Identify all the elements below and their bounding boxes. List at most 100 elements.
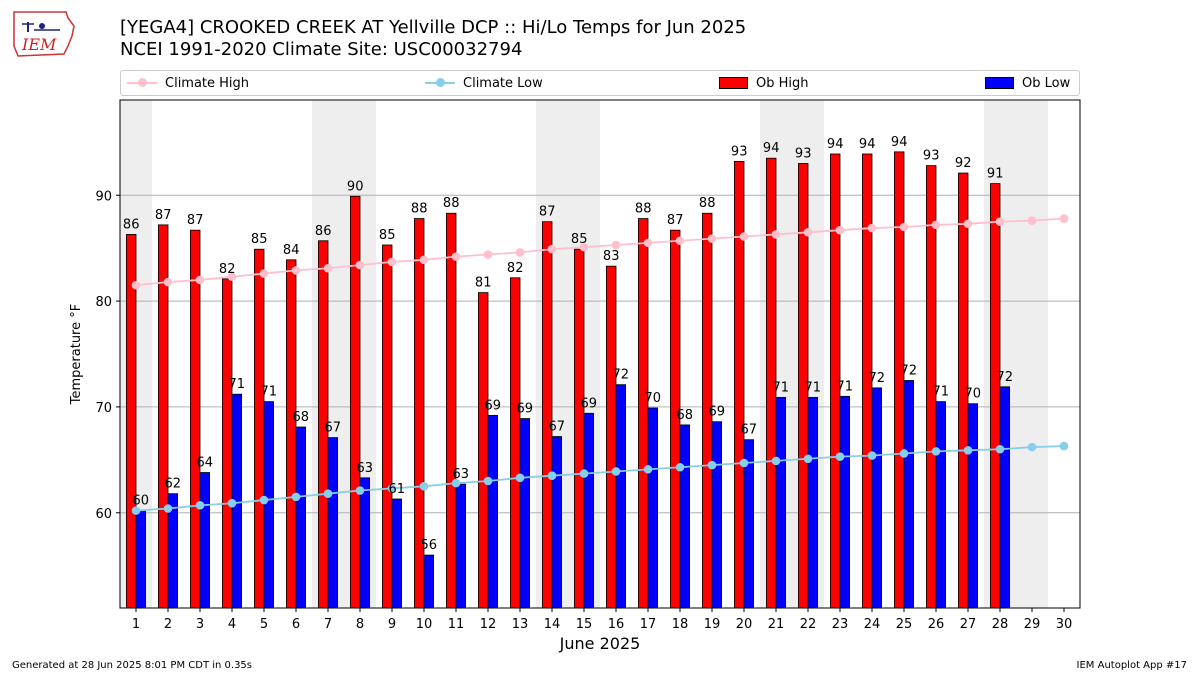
climate-high-point (131, 280, 141, 290)
climate-low-point (579, 469, 589, 478)
ob-low-label: 69 (485, 398, 502, 413)
legend-item-climate-high: Climate High (127, 71, 249, 95)
x-tick-label: 13 (512, 617, 529, 632)
ob-low-bar (295, 426, 307, 609)
ob-high-bar (574, 248, 585, 609)
ob-low-bar (679, 424, 691, 609)
climate-low-point (355, 486, 365, 495)
climate-high-point (1059, 214, 1069, 223)
x-tick-label: 16 (608, 617, 625, 632)
ob-high-label: 93 (923, 149, 940, 164)
x-tick-label: 28 (992, 617, 1009, 632)
ob-low-bar (775, 396, 787, 609)
climate-low-point (995, 444, 1005, 454)
ob-low-label: 72 (997, 370, 1014, 385)
ob-low-bar (935, 401, 947, 609)
ob-low-label: 72 (901, 363, 918, 378)
ob-high-bar (189, 229, 201, 609)
ob-low-label: 68 (293, 410, 310, 425)
x-tick-label: 2 (164, 617, 172, 632)
ob-low-bar (583, 412, 595, 609)
climate-high-point (867, 223, 877, 233)
ob-high-label: 82 (507, 261, 524, 276)
ob-high-label: 90 (347, 179, 364, 194)
ob-high-label: 88 (411, 202, 428, 217)
x-tick-label: 3 (196, 617, 204, 632)
climate-low-point (547, 471, 557, 481)
climate-high-point (739, 232, 749, 241)
x-tick-label: 9 (388, 617, 396, 632)
y-tick-label: 60 (95, 507, 112, 522)
climate-low-point (611, 467, 621, 476)
climate-low-point (675, 462, 685, 472)
chart-legend: Climate High Climate Low Ob High Ob Low (120, 70, 1080, 96)
ob-high-label: 88 (699, 196, 716, 211)
ob-low-bar (871, 387, 883, 609)
y-tick-label: 90 (95, 189, 112, 204)
x-tick-label: 20 (736, 617, 753, 632)
climate-low-point (451, 478, 461, 488)
legend-label: Climate High (165, 75, 250, 91)
ob-low-bar (967, 403, 979, 609)
ob-low-label: 69 (581, 396, 598, 411)
climate-high-point (163, 277, 173, 287)
ob-low-label: 70 (645, 391, 662, 406)
ob-high-label: 87 (667, 213, 684, 228)
x-tick-label: 7 (324, 617, 332, 632)
x-tick-label: 21 (768, 617, 785, 632)
ob-high-label: 92 (955, 156, 972, 171)
climate-high-point (835, 225, 845, 235)
climate-high-point (451, 252, 461, 261)
ob-high-label: 85 (251, 232, 268, 247)
climate-low-point (195, 501, 205, 510)
ob-low-label: 71 (837, 379, 854, 394)
ob-low-bar (455, 483, 467, 609)
climate-low-point (291, 492, 301, 502)
ob-low-label: 72 (613, 368, 630, 383)
ob-high-bar (477, 292, 489, 609)
ob-high-label: 88 (443, 196, 460, 211)
climate-high-point (387, 257, 397, 267)
ob-high-bar (285, 259, 297, 609)
climate-high-point (643, 238, 653, 248)
climate-high-point (227, 272, 237, 282)
climate-low-point (1059, 441, 1069, 451)
y-axis-label: Temperature °F (69, 304, 84, 405)
plot-frame (119, 99, 1081, 609)
legend-item-climate-low: Climate Low (425, 71, 543, 95)
ob-low-label: 68 (677, 408, 694, 423)
logo-text: IEM (21, 35, 57, 54)
x-tick-label: 10 (416, 617, 433, 632)
ob-high-bar (894, 151, 905, 609)
x-tick-label: 4 (228, 617, 236, 632)
legend-label: Ob High (756, 75, 809, 91)
ob-high-label: 83 (603, 249, 620, 264)
climate-high-point (579, 242, 589, 252)
x-tick-label: 17 (640, 617, 657, 632)
ob-high-label: 88 (635, 202, 652, 217)
climate-high-point (995, 217, 1005, 227)
ob-low-label: 63 (453, 467, 470, 482)
ob-high-label: 87 (187, 213, 204, 228)
weekend-shade (1016, 100, 1048, 608)
climate-low-point (771, 456, 781, 466)
climate-low-point (835, 452, 845, 461)
x-tick-label: 26 (928, 617, 945, 632)
ob-low-label: 70 (965, 387, 982, 402)
iem-logo: IEM (13, 11, 75, 57)
ob-low-bar (647, 407, 659, 609)
climate-high-point (419, 255, 429, 265)
ob-high-bar (349, 195, 361, 609)
ob-high-label: 84 (283, 243, 300, 258)
x-tick-label: 24 (864, 617, 881, 632)
x-tick-label: 19 (704, 617, 721, 632)
x-tick-label: 6 (292, 617, 300, 632)
ob-low-bar (807, 396, 819, 609)
ob-high-bar (734, 160, 745, 609)
climate-low-point (867, 451, 877, 460)
y-tick-label: 80 (95, 295, 112, 310)
ob-high-label: 94 (859, 137, 876, 152)
climate-high-point (899, 222, 909, 232)
ob-high-label: 94 (827, 137, 844, 152)
